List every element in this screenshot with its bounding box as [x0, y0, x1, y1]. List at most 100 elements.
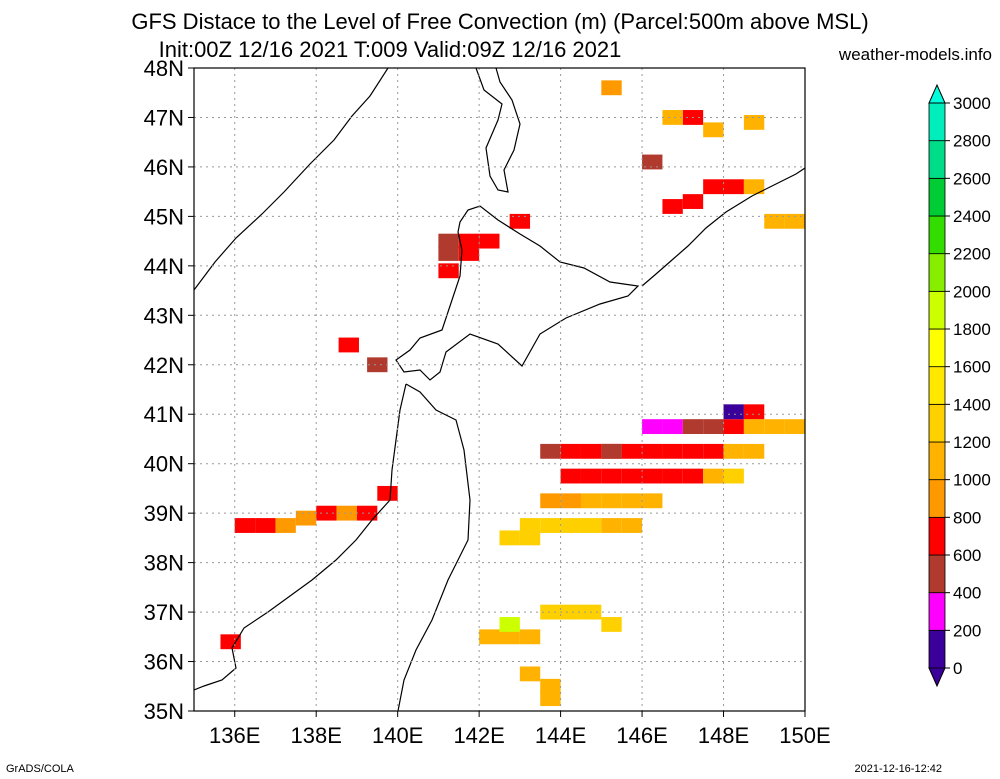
- heatmap-cell: [703, 122, 724, 138]
- colorbar-segment: [928, 592, 946, 631]
- colorbar-label: 1600: [953, 358, 991, 377]
- heatmap-cell: [519, 518, 541, 533]
- colorbar-segment: [928, 328, 946, 368]
- heatmap-cell: [560, 493, 581, 509]
- colorbar-min-arrow: [928, 667, 946, 688]
- heatmap-cell: [601, 468, 622, 484]
- heatmap-cell: [784, 419, 805, 435]
- heatmap-cell: [601, 443, 622, 459]
- colorbar-label: 200: [953, 621, 981, 640]
- colorbar-label: 1000: [953, 471, 991, 490]
- coastline-hokkaido: [395, 205, 640, 381]
- colorbar-label: 2400: [953, 207, 991, 226]
- heatmap-cell: [642, 443, 663, 459]
- colorbar-segment: [928, 215, 946, 255]
- heatmap-cell: [438, 263, 459, 279]
- heatmap-cell: [438, 246, 459, 261]
- colorbar-label: 800: [953, 508, 981, 527]
- heatmap-cell: [703, 179, 724, 195]
- y-tick-label: 36N: [144, 650, 184, 675]
- heatmap-cell: [743, 419, 765, 435]
- y-tick-label: 46N: [144, 155, 184, 180]
- y-tick-label: 38N: [144, 551, 184, 576]
- heatmap-cell: [560, 443, 581, 459]
- heatmap-cell: [601, 80, 622, 96]
- colorbar-label: 600: [953, 546, 981, 565]
- coastline-honshu: [194, 383, 471, 711]
- colorbar-segment: [928, 403, 946, 443]
- x-tick-label: 148E: [698, 723, 749, 748]
- heatmap-cell: [642, 154, 663, 170]
- heatmap-cell: [682, 194, 704, 209]
- colorbar-segment: [928, 177, 946, 217]
- y-tick-label: 45N: [144, 204, 184, 229]
- heatmap-cell: [784, 213, 805, 229]
- y-tick-label: 44N: [144, 254, 184, 279]
- heatmap-cell: [275, 518, 296, 533]
- colorbar-segment: [928, 140, 946, 179]
- heatmap-cell: [662, 419, 683, 435]
- heatmap-cell: [336, 505, 357, 521]
- heatmap-cell: [356, 505, 378, 521]
- heatmap-cell: [458, 246, 480, 261]
- colorbar-label: 1800: [953, 320, 991, 339]
- heatmap-cell: [601, 518, 622, 533]
- coastline-sakhalin: [475, 68, 521, 193]
- heatmap-cell: [540, 518, 561, 533]
- heatmap-cell: [682, 419, 704, 435]
- heatmap-cell: [560, 468, 581, 484]
- heatmap-cell: [723, 419, 744, 435]
- coastline-asia: [194, 68, 389, 291]
- heatmap-cell: [519, 666, 541, 682]
- heatmap-cell: [743, 443, 765, 459]
- heatmap-cell: [519, 629, 541, 645]
- heatmap-cell: [580, 493, 602, 509]
- chart-title: GFS Distace to the Level of Free Convect…: [131, 9, 869, 34]
- heatmap-cell: [601, 617, 622, 632]
- colorbar-label: 2200: [953, 245, 991, 264]
- colorbar-label: 2600: [953, 169, 991, 188]
- x-tick-label: 144E: [535, 723, 586, 748]
- heatmap-cell: [580, 518, 602, 533]
- heatmap-cell: [662, 468, 683, 484]
- heatmap-cell: [560, 518, 581, 533]
- heatmap-cell: [662, 443, 683, 459]
- x-tick-label: 140E: [372, 723, 423, 748]
- heatmap-cell: [662, 199, 683, 214]
- heatmap-cell: [509, 213, 531, 229]
- heatmap-cell: [743, 114, 765, 130]
- heatmap-cell: [682, 443, 704, 459]
- heatmap-cell: [580, 468, 602, 484]
- colorbar-label: 3000: [953, 94, 991, 113]
- heatmap-cell: [743, 179, 765, 195]
- y-tick-label: 43N: [144, 303, 184, 328]
- heatmap-cell: [540, 678, 561, 694]
- footer-left: GrADS/COLA: [6, 763, 74, 775]
- colorbar-segment: [928, 366, 946, 405]
- colorbar-segment: [928, 629, 946, 669]
- x-tick-label: 136E: [209, 723, 260, 748]
- colorbar-segment: [928, 516, 946, 556]
- heatmap-cell: [377, 485, 398, 501]
- heatmap-cell: [499, 617, 520, 632]
- heatmap-cell: [764, 213, 785, 229]
- heatmap-cell: [540, 691, 561, 707]
- heatmap-cell: [601, 493, 622, 509]
- y-tick-label: 39N: [144, 501, 184, 526]
- y-tick-label: 41N: [144, 402, 184, 427]
- heatmap-cell: [642, 493, 663, 509]
- heatmap-cell: [234, 518, 256, 533]
- heatmap-cell: [540, 443, 561, 459]
- heatmap-cell: [479, 629, 500, 645]
- heatmap-cell: [540, 604, 561, 620]
- heatmap-cell: [499, 530, 520, 546]
- heatmap-cell: [621, 468, 643, 484]
- heatmap-cell: [438, 233, 459, 249]
- chart-subtitle: Init:00Z 12/16 2021 T:009 Valid:09Z 12/1…: [158, 37, 622, 62]
- heatmap-cell: [723, 443, 744, 459]
- heatmap-cell: [458, 233, 480, 249]
- colorbar-label: 1400: [953, 395, 991, 414]
- colorbar-segment: [928, 253, 946, 292]
- colorbar-segment: [928, 554, 946, 594]
